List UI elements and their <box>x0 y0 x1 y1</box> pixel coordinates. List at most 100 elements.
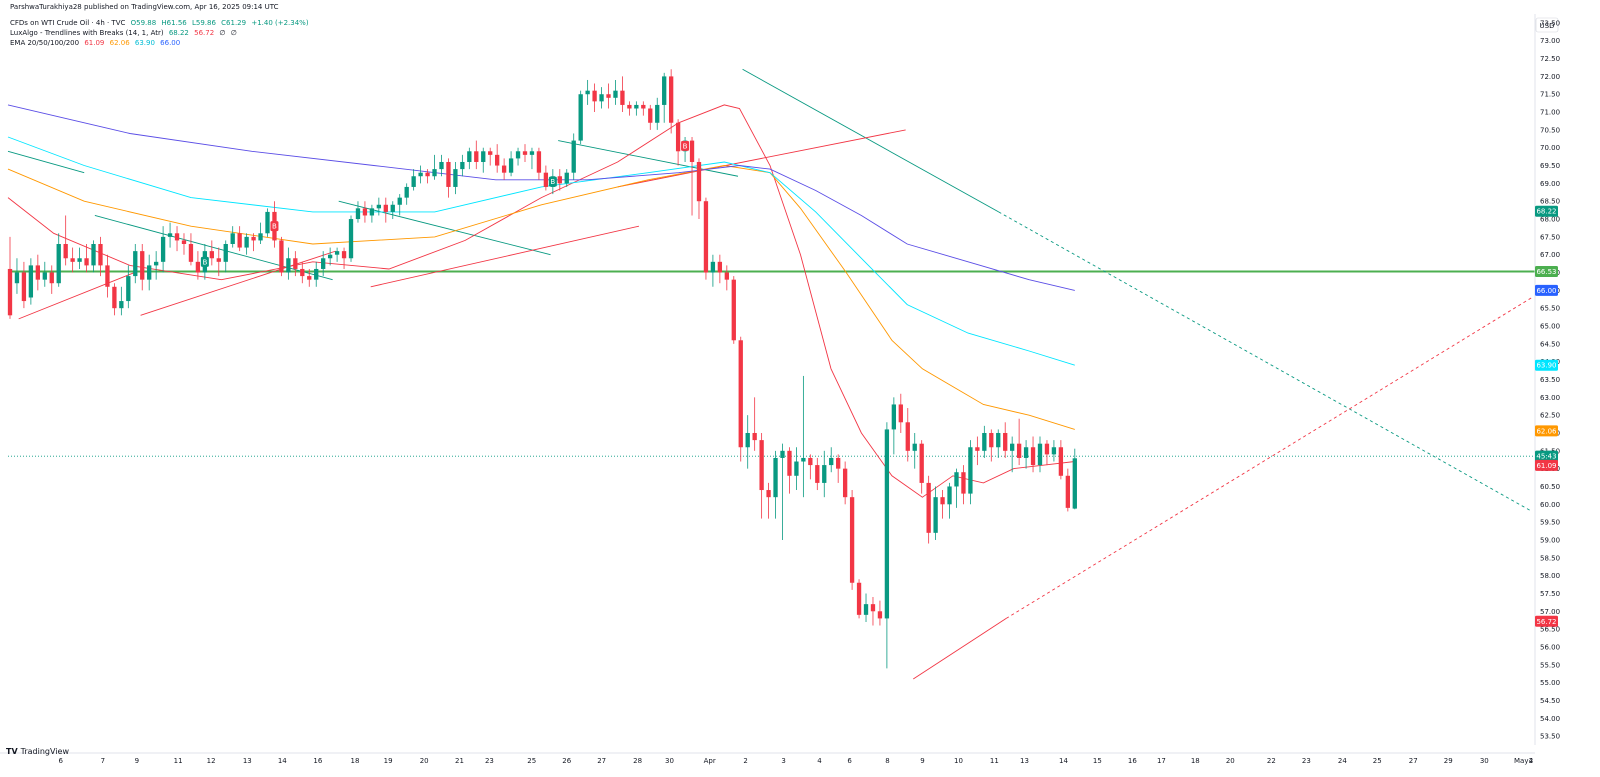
publisher-text: ParshwaTurakhiya28 published on TradingV… <box>10 3 279 11</box>
y-tick-label: 60.00 <box>1540 501 1560 509</box>
x-tick-label: 12 <box>207 757 216 765</box>
price-badge <box>1535 205 1558 217</box>
candle-up <box>884 429 890 619</box>
candle-up <box>662 76 667 105</box>
candle-down <box>188 243 194 262</box>
x-tick-label: 28 <box>633 757 642 765</box>
signals-layer: B B B B <box>200 140 690 267</box>
tradingview-brand[interactable]: TV TradingView <box>6 747 69 756</box>
y-tick-label: 63.50 <box>1540 376 1560 384</box>
candle-up <box>126 276 131 302</box>
candle-up <box>481 151 486 162</box>
candle-down <box>383 204 388 212</box>
x-tick-label: 22 <box>1267 757 1276 765</box>
candle-up <box>710 261 716 273</box>
y-tick-label: 65.50 <box>1540 305 1560 313</box>
x-tick-label: 17 <box>1157 757 1166 765</box>
candle-up <box>167 233 173 237</box>
candle-down <box>195 261 201 273</box>
candle-up <box>822 465 827 483</box>
publisher-line: ParshwaTurakhiya28 published on TradingV… <box>10 3 282 11</box>
candle-up <box>1051 447 1057 455</box>
symbol-legend[interactable]: CFDs on WTI Crude Oil · 4h · TVC O59.88 … <box>10 19 312 27</box>
candle-up <box>411 176 416 187</box>
candle-up <box>829 457 834 466</box>
candle-up <box>613 90 618 98</box>
change-value: +1.40 (+2.34%) <box>251 19 309 27</box>
candle-down <box>689 140 695 162</box>
candle-down <box>905 422 910 451</box>
candle-up <box>230 233 235 244</box>
candle-up <box>265 211 270 234</box>
candle-down <box>877 611 883 619</box>
candle-up <box>1072 458 1077 509</box>
candle-down <box>627 104 632 109</box>
candle-down <box>641 104 646 109</box>
ema50-value: 62.06 <box>109 39 130 47</box>
x-tick-label: 26 <box>562 757 571 765</box>
candle-up <box>564 172 569 184</box>
candle-down <box>362 208 368 216</box>
candle-down <box>815 465 820 483</box>
candle-up <box>133 251 138 277</box>
candle-up <box>467 151 472 162</box>
price-badge <box>1535 459 1558 471</box>
y-tick-label: 60.50 <box>1540 483 1560 491</box>
price-axis[interactable]: USD 53.5054.0054.5055.0055.5056.0056.505… <box>1534 14 1560 745</box>
x-tick-label: Apr <box>704 757 716 765</box>
x-tick-label: May <box>1514 757 1528 765</box>
candle-down <box>495 154 500 166</box>
y-tick-label: 67.00 <box>1540 251 1560 259</box>
y-tick-label: 67.50 <box>1540 233 1560 241</box>
candle-down <box>759 440 764 491</box>
uptrend-line <box>913 618 1007 680</box>
x-tick-label: 7 <box>101 757 105 765</box>
y-tick-label: 57.50 <box>1540 590 1560 598</box>
price-badge <box>1535 265 1558 277</box>
candle-up <box>1037 443 1043 466</box>
y-tick-label: 53.50 <box>1540 733 1560 741</box>
candle-down <box>279 240 284 273</box>
y-tick-label: 69.00 <box>1540 180 1560 188</box>
x-tick-label: 27 <box>1409 757 1418 765</box>
candle-down <box>808 457 813 466</box>
candle-down <box>731 279 736 341</box>
uptrend-line <box>1005 297 1533 619</box>
candle-down <box>1030 447 1036 466</box>
candle-down <box>836 457 841 469</box>
x-tick-label: 13 <box>243 757 252 765</box>
luxalgo-legend[interactable]: LuxAlgo - Trendlines with Breaks (14, 1,… <box>10 29 240 37</box>
y-tick-label: 56.50 <box>1540 626 1560 634</box>
candle-up <box>397 197 402 205</box>
currency-label: USD <box>1540 22 1555 30</box>
y-tick-label: 68.00 <box>1540 216 1560 224</box>
candle-down <box>961 472 966 494</box>
price-badge <box>1535 425 1558 437</box>
downtrend-line <box>94 215 333 281</box>
candle-up <box>439 161 444 170</box>
candle-down <box>63 243 68 259</box>
time-axis[interactable]: 6 7 9 11 12 13 14 16 18 19 20 21 23 25 26 27 28 30 Apr 2 3 4 6… <box>0 752 1535 765</box>
y-tick-label: 55.50 <box>1540 661 1560 669</box>
candle-up <box>578 94 583 141</box>
candle-up <box>863 604 869 615</box>
x-tick-label: 20 <box>420 757 429 765</box>
candle-down <box>488 151 493 155</box>
x-tick-label: 21 <box>455 757 464 765</box>
candle-down <box>919 443 924 483</box>
uptrend-line <box>18 272 135 320</box>
x-tick-label: 16 <box>313 757 322 765</box>
x-tick-label: 2 <box>1529 757 1533 765</box>
candle-down <box>140 251 145 280</box>
candle-up <box>404 186 409 198</box>
x-tick-label: 9 <box>135 757 139 765</box>
x-tick-label: 20 <box>1226 757 1235 765</box>
candle-down <box>975 447 980 451</box>
x-tick-label: 25 <box>1373 757 1382 765</box>
y-tick-label: 59.50 <box>1540 519 1560 527</box>
x-tick-label: 15 <box>1093 757 1102 765</box>
symbol-name: CFDs on WTI Crude Oil · 4h · TVC <box>10 19 126 27</box>
candle-up <box>655 104 660 123</box>
ema-legend[interactable]: EMA 20/50/100/200 61.09 62.06 63.90 66.0… <box>10 39 183 47</box>
